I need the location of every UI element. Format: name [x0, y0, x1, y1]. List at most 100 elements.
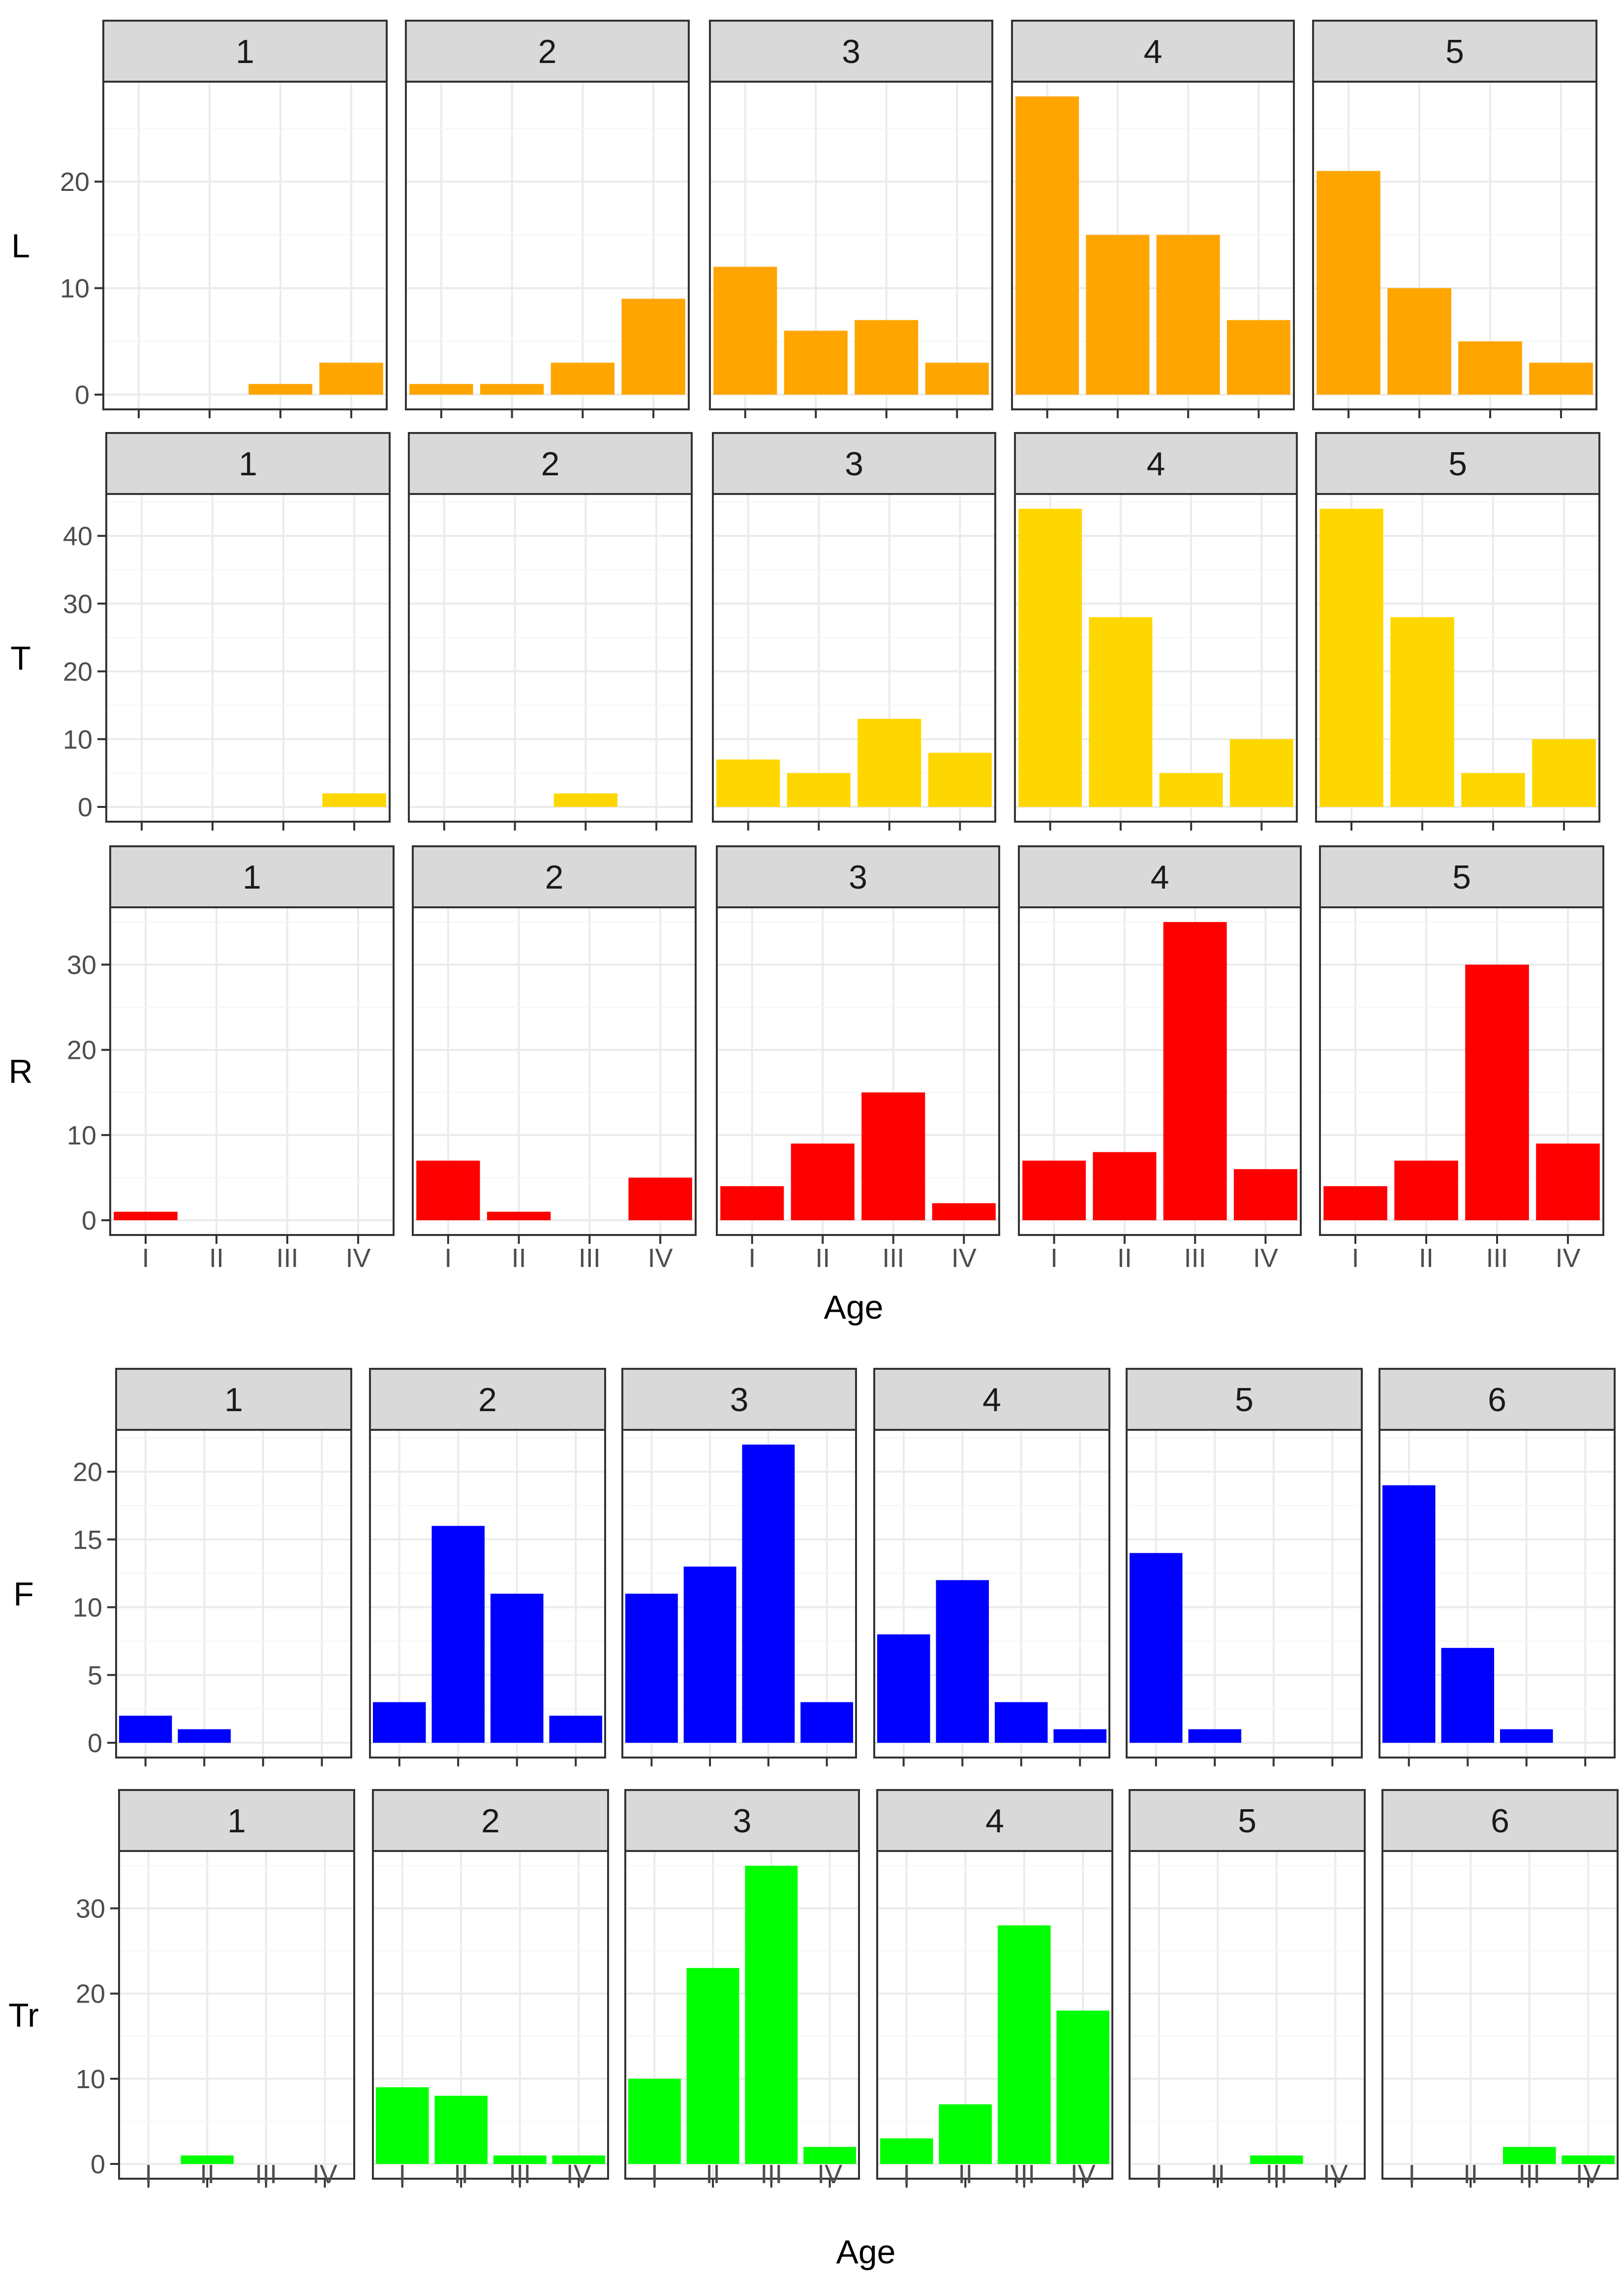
facet-strip-label: 3 [730, 1381, 749, 1419]
panel-background [116, 1430, 351, 1758]
x-tick-label: I [1155, 2160, 1163, 2189]
bar-F-1-II [178, 1729, 231, 1743]
panel-border [369, 1429, 606, 1759]
panel-T-2: 2 [408, 432, 693, 831]
facet-strip [1319, 845, 1604, 908]
bar-Tr-2-I [375, 2087, 429, 2164]
panel-border [1018, 906, 1302, 1236]
x-tick-label: IV [648, 1243, 673, 1273]
x-tick-label: III [1265, 2160, 1287, 2189]
panel-background [103, 82, 387, 409]
panel-border [1319, 906, 1604, 1236]
x-tick-label: II [1463, 2160, 1478, 2189]
x-tick-label: III [276, 1243, 298, 1273]
bar-F-6-III [1500, 1729, 1553, 1743]
y-tick-label: 20 [76, 1979, 105, 2009]
x-tick-label: II [958, 2160, 973, 2189]
panel-border [372, 1850, 609, 2180]
x-tick-label: II [200, 2160, 214, 2189]
facet-strip [102, 20, 388, 83]
bar-L-2-IV [621, 299, 685, 395]
facet-strip-label: 4 [985, 1802, 1004, 1840]
x-tick-label: I [145, 2160, 152, 2189]
bar-L-4-II [1086, 235, 1150, 395]
bar-F-2-I [372, 1702, 426, 1743]
bar-F-3-III [742, 1444, 795, 1743]
bar-Tr-3-I [628, 2078, 681, 2164]
panel-border [1381, 1850, 1619, 2180]
bar-R-3-III [861, 1092, 925, 1221]
facet-strip-label: 1 [236, 33, 254, 70]
bar-L-4-I [1015, 96, 1079, 395]
facet-strip-label: 3 [849, 859, 867, 896]
panel-border [408, 493, 693, 823]
panel-L-5: 5 [1312, 20, 1597, 418]
bar-T-5-II [1390, 617, 1454, 807]
panel-border [105, 493, 391, 823]
bar-Tr-4-IV [1056, 2010, 1110, 2164]
bar-R-5-IV [1536, 1143, 1600, 1221]
bar-T-5-I [1319, 508, 1383, 807]
bar-Tr-1-II [181, 2155, 234, 2164]
bar-L-5-II [1387, 288, 1451, 395]
panel-border [109, 906, 395, 1236]
row-label-Tr: Tr [8, 1997, 39, 2034]
panel-L-1: 1 [102, 20, 388, 418]
panel-T-3: 3 [712, 432, 996, 831]
bar-R-2-I [416, 1160, 480, 1221]
bar-T-4-IV [1229, 739, 1293, 807]
bar-F-2-III [490, 1594, 544, 1743]
facet-strip-label: 3 [842, 33, 860, 70]
row-label-L: L [11, 227, 30, 265]
panel-border [712, 493, 996, 823]
facet-strip-label: 4 [1144, 33, 1163, 70]
panel-border [115, 1429, 352, 1759]
bar-L-3-IV [925, 363, 989, 395]
x-tick-label: III [882, 1243, 904, 1273]
bar-F-3-II [683, 1566, 736, 1743]
x-axis-title: Age [836, 2233, 896, 2271]
y-tick-label: 40 [63, 522, 92, 551]
panel-F-3: 3 [621, 1368, 857, 1766]
facet-strip-label: 3 [845, 445, 863, 483]
panel-F-2: 2 [369, 1368, 606, 1766]
facet-strip-label: 5 [1238, 1802, 1256, 1840]
x-tick-label: IV [1555, 1243, 1580, 1273]
y-tick-label: 10 [63, 725, 92, 754]
panel-border [412, 906, 697, 1236]
y-tick-label: 0 [78, 793, 92, 822]
bar-Tr-2-IV [552, 2155, 606, 2164]
x-tick-label: I [651, 2160, 658, 2189]
facet-strip-label: 6 [1488, 1381, 1506, 1419]
panel-Tr-4: 4I II III IV [876, 1789, 1113, 2189]
bar-R-2-II [487, 1211, 551, 1221]
x-tick-label: III [1013, 2160, 1035, 2189]
facet-strip [109, 845, 395, 908]
facet-strip [118, 1789, 355, 1852]
panel-R-2: 2I II III IV [412, 845, 697, 1273]
x-tick-label: I [903, 2160, 910, 2189]
panel-border [873, 1429, 1110, 1759]
bar-T-3-IV [928, 752, 992, 807]
facet-strip [1011, 20, 1295, 83]
bar-Tr-6-IV [1562, 2155, 1615, 2164]
facet-strip [1018, 845, 1302, 908]
bar-F-1-I [119, 1715, 172, 1743]
bar-F-4-I [877, 1634, 930, 1743]
bar-Tr-3-II [686, 1968, 739, 2164]
y-tick-label: 30 [76, 1894, 105, 1924]
x-tick-label: I [1408, 2160, 1415, 2189]
x-tick-label: III [579, 1243, 601, 1273]
bar-T-4-I [1018, 508, 1082, 807]
y-tick-label: 0 [75, 380, 90, 410]
panel-border [1312, 81, 1597, 410]
x-tick-label: IV [312, 2160, 337, 2189]
panel-border [1129, 1850, 1366, 2180]
panel-L-4: 4 [1011, 20, 1295, 418]
x-tick-label: II [454, 2160, 468, 2189]
row-label-T: T [10, 640, 31, 677]
panel-R-5: 5I II III IV [1319, 845, 1604, 1273]
bar-L-4-III [1156, 235, 1220, 395]
y-tick-label: 30 [67, 951, 96, 980]
x-tick-label: I [142, 1243, 149, 1273]
